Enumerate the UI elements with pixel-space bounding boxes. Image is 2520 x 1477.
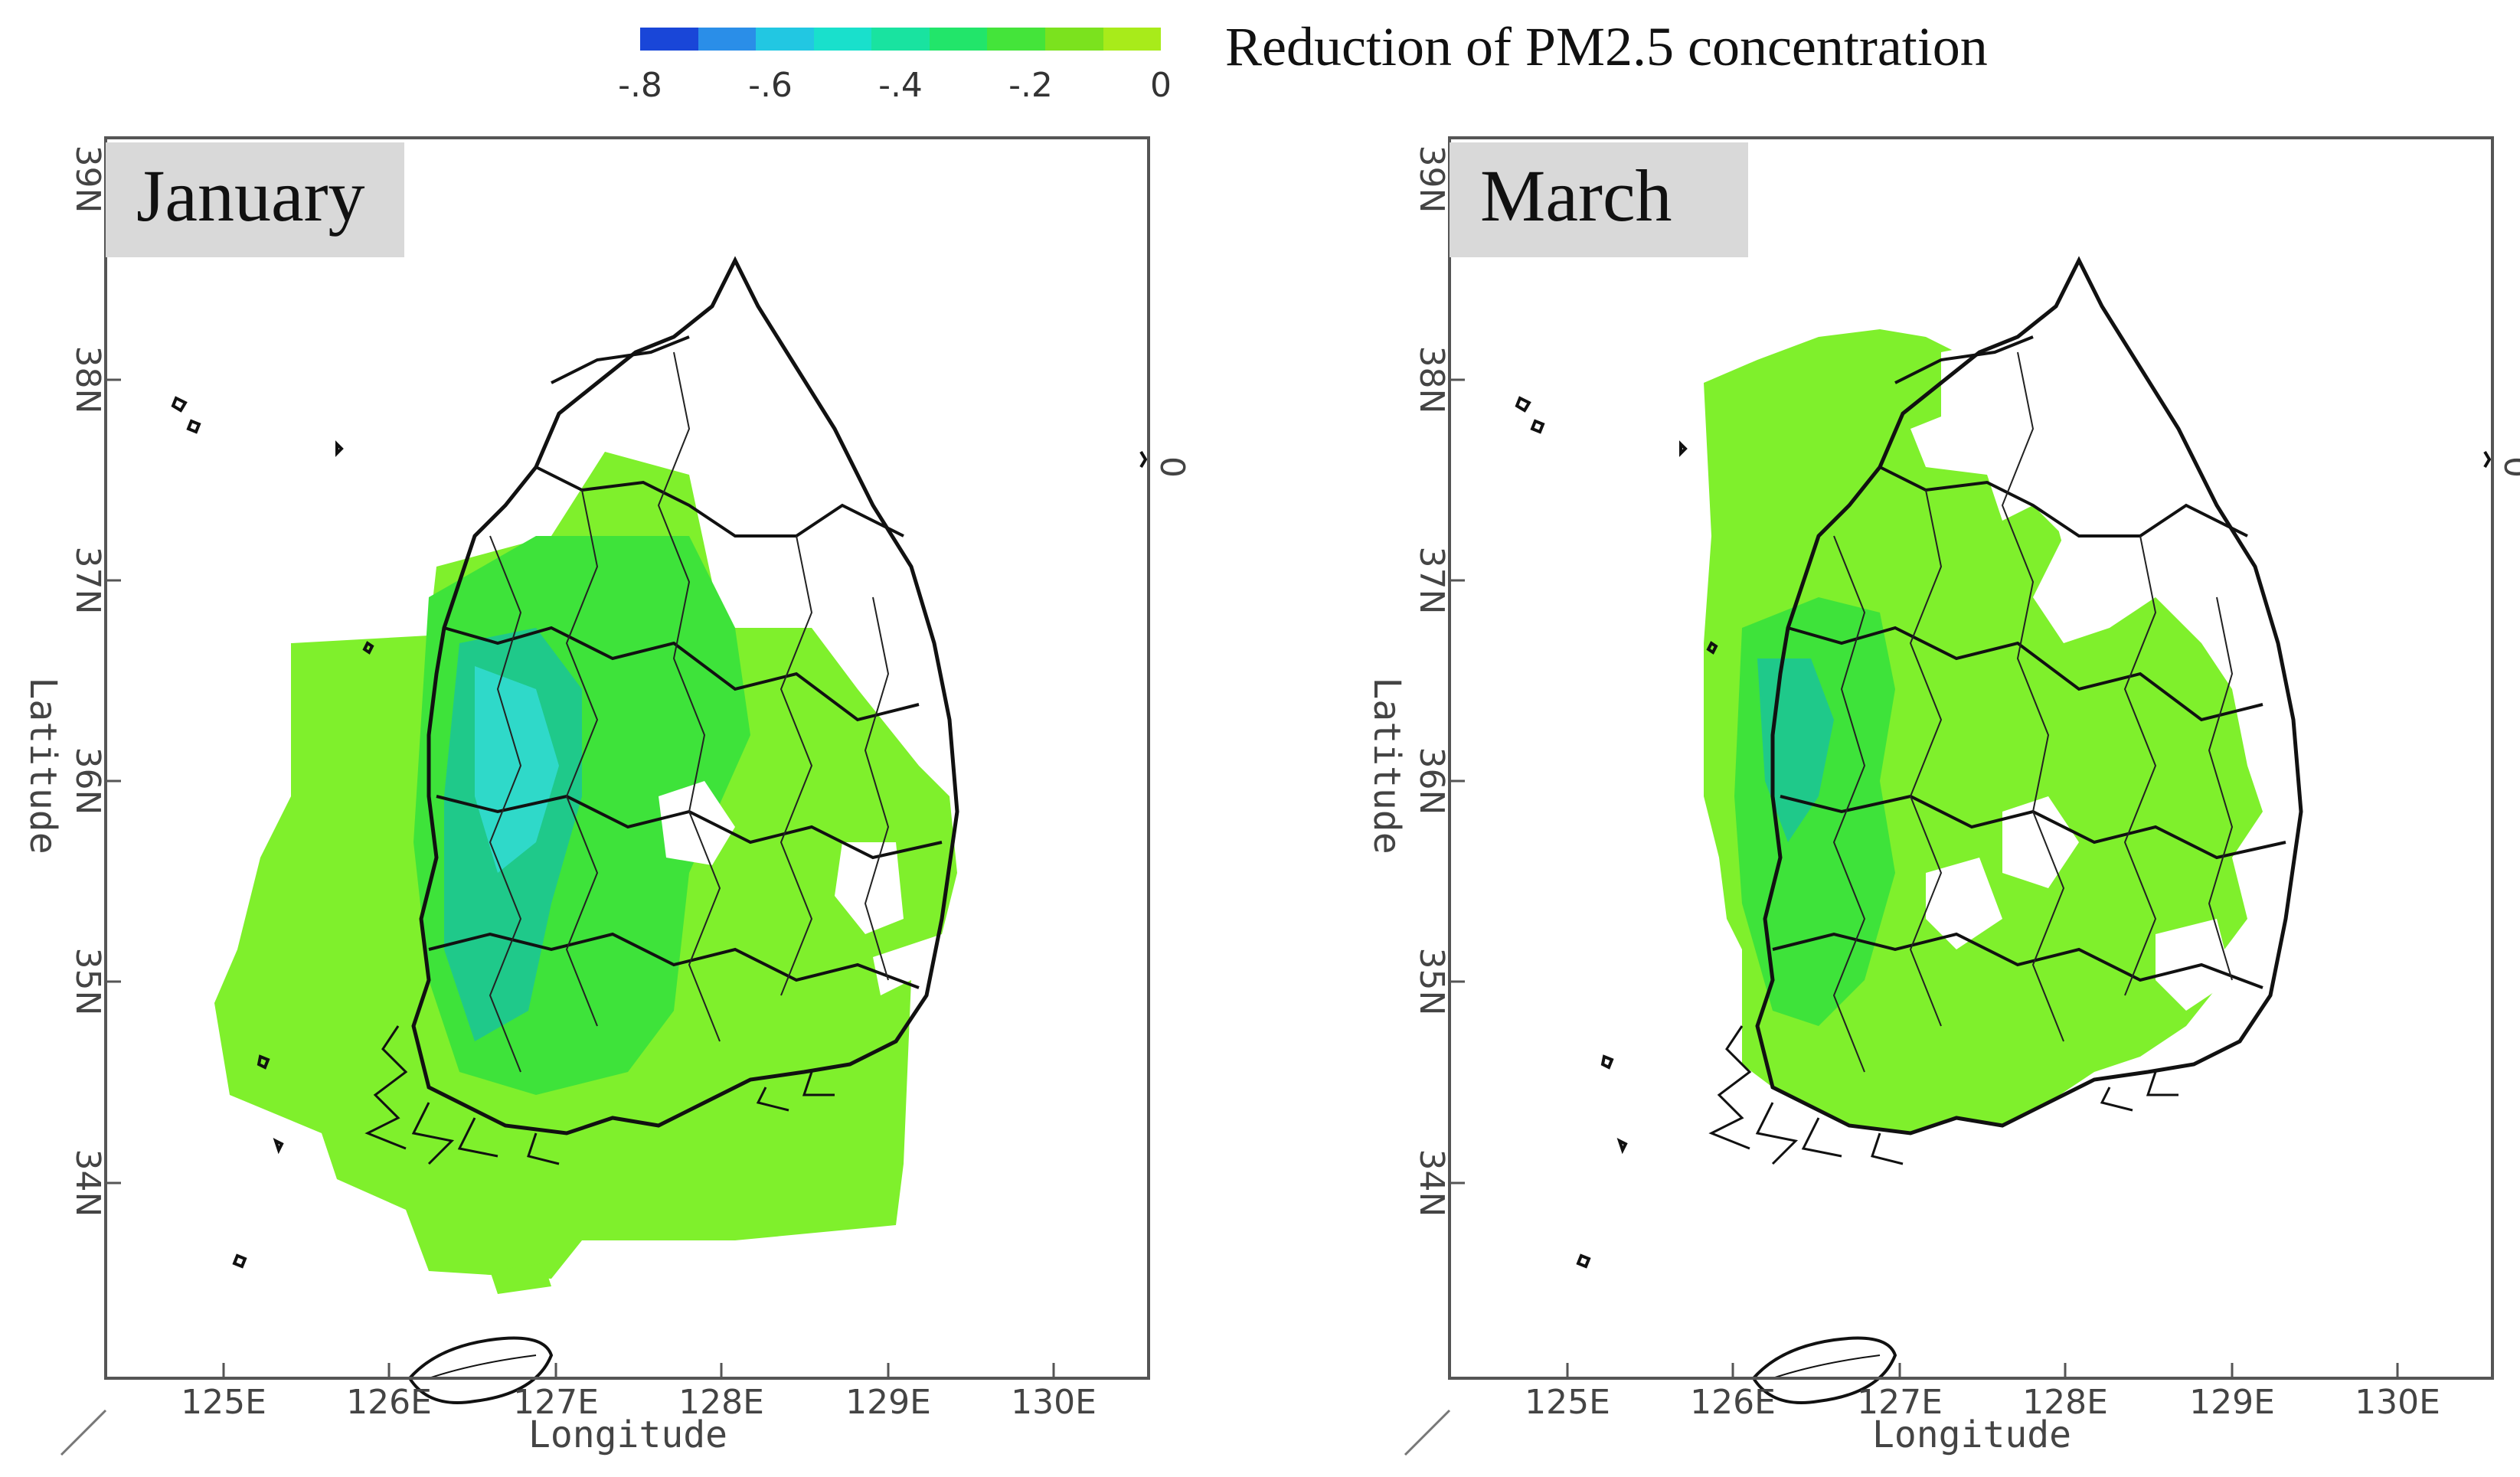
y-tick-label: 39N <box>68 145 107 214</box>
legend-tick-2: -.6 <box>748 66 793 105</box>
x-tick-label: 127E <box>1857 1383 1943 1422</box>
legend-tick-5: 0 <box>1150 66 1172 105</box>
korea-outline-march <box>1515 256 2492 1404</box>
x-ticks-january <box>222 1363 1055 1378</box>
colorbar-segment <box>1103 28 1162 51</box>
y-tick-label: 36N <box>68 747 107 815</box>
y-axis-title: Latitude <box>1365 677 1408 854</box>
x-tick-label: 128E <box>678 1383 764 1422</box>
colorbar <box>640 28 1162 51</box>
map-panel-march: 125E 126E 127E 128E 129E 130E Longitude … <box>1344 107 2520 1477</box>
panel-title-march: March <box>1480 155 1672 237</box>
x-tick-label: 126E <box>1690 1383 1776 1422</box>
x-tick-label: 128E <box>2022 1383 2108 1422</box>
right-axis-tick: 0 <box>1152 456 1191 478</box>
y-ticks-march <box>1450 178 1465 1185</box>
right-axis-tick: 0 <box>2496 456 2520 478</box>
y-tick-label: 37N <box>1412 547 1451 615</box>
x-tick-label: 129E <box>2189 1383 2275 1422</box>
colorbar-segment <box>813 28 872 51</box>
colorbar-segment <box>871 28 930 51</box>
corner-line <box>1404 1409 1451 1456</box>
x-tick-label: 126E <box>346 1383 432 1422</box>
legend-tick-4: -.2 <box>1008 66 1053 105</box>
y-axis-title: Latitude <box>21 677 64 854</box>
colorbar-legend: -.8 -.6 -.4 -.2 0 Reduction of PM2.5 con… <box>618 15 2312 105</box>
panel-title-box: March <box>1450 142 1748 257</box>
legend-title: Reduction of PM2.5 concentration <box>1225 16 1988 77</box>
x-tick-label: 129E <box>845 1383 931 1422</box>
colorbar-segment <box>756 28 814 51</box>
map-panel-january: 125E 126E 127E 128E 129E 130E Longitude … <box>0 107 1195 1477</box>
x-axis-title: Longitude <box>1872 1413 2071 1456</box>
x-tick-label: 125E <box>181 1383 266 1422</box>
y-tick-label: 35N <box>1412 948 1451 1016</box>
y-tick-label: 38N <box>68 346 107 414</box>
y-tick-label: 37N <box>68 547 107 615</box>
korea-outline-january <box>171 256 1148 1404</box>
y-tick-label: 34N <box>1412 1149 1451 1217</box>
x-tick-label: 127E <box>513 1383 599 1422</box>
colorbar-segment <box>1044 28 1103 51</box>
colorbar-segment <box>698 28 757 51</box>
y-tick-label: 39N <box>1412 145 1451 214</box>
x-ticks-march <box>1566 1363 2399 1378</box>
colorbar-segment <box>640 28 698 51</box>
corner-line <box>60 1409 107 1456</box>
legend-tick-3: -.4 <box>878 66 923 105</box>
panel-title-box: January <box>106 142 404 257</box>
map-canvas-march: 125E 126E 127E 128E 129E 130E Longitude … <box>1365 136 2520 1456</box>
x-axis-title: Longitude <box>528 1413 727 1456</box>
colorbar-segment <box>929 28 988 51</box>
y-tick-label: 36N <box>1412 747 1451 815</box>
colorbar-segment <box>987 28 1045 51</box>
map-frame-march <box>1448 136 2494 1380</box>
concentration-field-march <box>1704 329 2263 1133</box>
y-tick-label: 38N <box>1412 346 1451 414</box>
y-tick-label: 34N <box>68 1149 107 1217</box>
y-tick-label: 35N <box>68 948 107 1016</box>
map-canvas-january: 125E 126E 127E 128E 129E 130E Longitude … <box>21 136 1191 1456</box>
x-tick-label: 130E <box>1011 1383 1097 1422</box>
x-tick-label: 130E <box>2355 1383 2440 1422</box>
panel-title-january: January <box>136 155 365 237</box>
map-frame-january <box>104 136 1150 1380</box>
y-ticks-january <box>106 178 121 1185</box>
concentration-field-january <box>214 452 957 1294</box>
x-tick-label: 125E <box>1525 1383 1610 1422</box>
legend-tick-1: -.8 <box>618 66 662 105</box>
